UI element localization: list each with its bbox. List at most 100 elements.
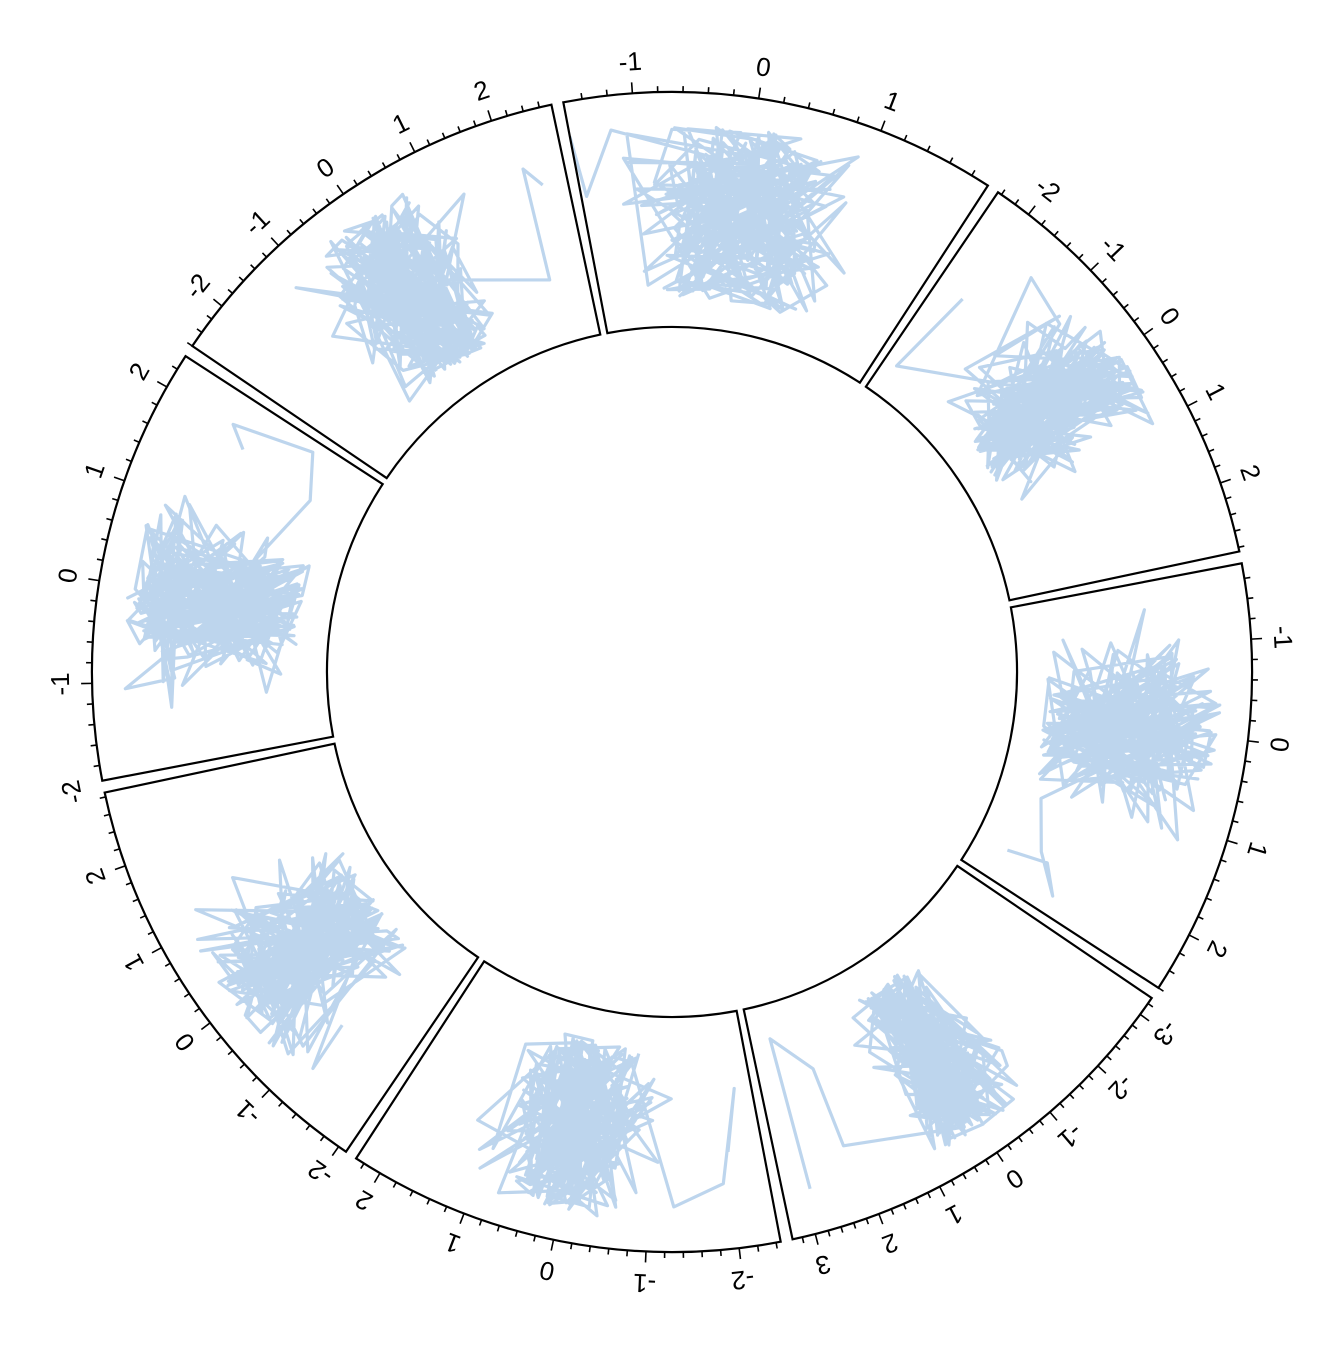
sector-3-tick-label: 2 — [350, 1184, 378, 1217]
sector-8-minor-tick — [1113, 291, 1118, 295]
sector-2-tick-label: -1 — [1052, 1117, 1089, 1155]
sector-8-minor-tick — [1015, 200, 1019, 205]
sector-6-major-tick — [337, 185, 343, 194]
sector-5-minor-tick — [126, 459, 132, 461]
sector-4-minor-tick — [306, 1125, 310, 1130]
sector-6-tick-label: 2 — [470, 74, 493, 107]
sector-4-major-tick — [332, 1147, 338, 1156]
sector-2-minor-tick — [904, 1204, 906, 1210]
sector-6-minor-tick — [506, 110, 508, 116]
sector-1-tick-label: 2 — [1201, 936, 1234, 962]
sector-6-minor-tick — [397, 154, 400, 159]
sector-7-minor-tick — [972, 170, 975, 175]
sector-4-series-line — [196, 854, 405, 1069]
sector-4-minor-tick — [292, 1114, 296, 1119]
sector-3-minor-tick — [589, 1246, 590, 1252]
sector-5-series-line — [125, 424, 312, 707]
sector-1-minor-tick — [1250, 618, 1256, 619]
sector-4-minor-tick — [279, 1102, 283, 1106]
sector-2-minor-tick — [963, 1174, 966, 1179]
sector-2-major-tick — [1098, 1066, 1106, 1073]
sector-4-major-tick — [115, 866, 125, 870]
sector-1-minor-tick — [1233, 821, 1239, 823]
sector-7-minor-tick — [581, 93, 582, 99]
sector-8-minor-tick — [1153, 345, 1158, 348]
sector-4-minor-tick — [148, 932, 153, 935]
sector-7-minor-tick — [606, 90, 607, 96]
sector-7-major-tick — [881, 121, 885, 131]
sector-1-minor-tick — [1221, 860, 1227, 862]
sector-2-minor-tick — [1115, 1046, 1120, 1050]
sector-3-tick-label: -1 — [632, 1268, 656, 1299]
sector-2-series-line — [770, 971, 1017, 1189]
sector-3-minor-tick — [393, 1182, 396, 1187]
sector-7-major-tick — [632, 82, 633, 93]
sector-4-minor-tick — [184, 994, 189, 997]
sector-8-minor-tick — [1001, 190, 1004, 195]
sector-4-minor-tick — [175, 979, 180, 982]
sector-6-minor-tick — [197, 329, 202, 333]
sector-4-tick-label: 0 — [168, 1027, 201, 1057]
sector-6-minor-tick — [522, 106, 524, 112]
sector-4-tick-label: -2 — [302, 1154, 338, 1192]
sector-2-minor-tick — [854, 1223, 856, 1229]
sector-4-minor-tick — [240, 1064, 244, 1068]
sector-2-minor-tick — [1148, 1004, 1153, 1007]
sector-8-minor-tick — [1195, 418, 1200, 421]
sector-2-minor-tick — [1008, 1145, 1011, 1150]
sector-8-major-tick — [1091, 263, 1099, 271]
sector-2-major-tick — [879, 1214, 883, 1224]
sector-2-major-tick — [815, 1234, 818, 1245]
sector-1-tick-label: 1 — [1241, 839, 1274, 862]
sector-7-minor-tick — [833, 109, 835, 115]
sector-1-minor-tick — [1250, 721, 1256, 722]
sector-7-minor-tick — [857, 117, 859, 123]
sector-8-major-tick — [1144, 328, 1153, 334]
sector-4-minor-tick — [217, 1037, 222, 1041]
sector-2-minor-tick — [841, 1227, 843, 1233]
sector-2-tick-label: 0 — [1000, 1163, 1029, 1196]
sector-6-minor-tick — [383, 162, 386, 167]
sector-2-tick-label: 2 — [878, 1227, 902, 1260]
sector-2-minor-tick — [1029, 1129, 1033, 1134]
sector-2-minor-tick — [1124, 1036, 1129, 1040]
sector-4-minor-tick — [140, 916, 145, 919]
sector-4-minor-tick — [126, 883, 132, 885]
sector-2-tick-label: -2 — [1102, 1069, 1140, 1106]
sector-1-minor-tick — [1214, 879, 1220, 881]
sector-2-major-tick — [997, 1152, 1003, 1161]
sector-2-tick-label: -3 — [1147, 1015, 1185, 1051]
sector-5-tick-label: 2 — [122, 358, 155, 385]
sector-8-tick-label: 0 — [1154, 302, 1187, 331]
sector-7-tick-label: -1 — [618, 46, 643, 78]
sector-2-minor-tick — [866, 1218, 868, 1224]
sector-2-minor-tick — [828, 1231, 830, 1237]
sector-8-minor-tick — [1235, 530, 1241, 531]
sector-8-tick-label: -2 — [1030, 170, 1067, 208]
sector-5-minor-tick — [91, 745, 97, 746]
sector-1-tick-label: 0 — [1264, 736, 1296, 754]
sector-8-tick-label: 2 — [1234, 461, 1267, 484]
sector-3-major-tick — [460, 1213, 464, 1223]
sector-4-tick-label: 1 — [117, 949, 150, 976]
sector-5-minor-tick — [152, 402, 157, 405]
sector-2-major-tick — [1050, 1112, 1057, 1120]
sector-5-minor-tick — [106, 519, 112, 521]
sector-6-minor-tick — [443, 133, 445, 139]
sector-7-tick-label: 0 — [754, 51, 773, 83]
sector-5-tick-label: 1 — [78, 458, 111, 482]
sector-6-minor-tick — [538, 102, 539, 108]
sector-3-tick-label: 0 — [537, 1255, 557, 1287]
sector-6-minor-tick — [251, 265, 255, 269]
sector-6-minor-tick — [300, 219, 304, 224]
sector-4-minor-tick — [109, 832, 115, 834]
sector-8-minor-tick — [1215, 465, 1221, 467]
sector-3-minor-tick — [608, 1249, 609, 1255]
sector-3-minor-tick — [534, 1236, 535, 1242]
sector-5-tick-label: -2 — [55, 778, 89, 807]
